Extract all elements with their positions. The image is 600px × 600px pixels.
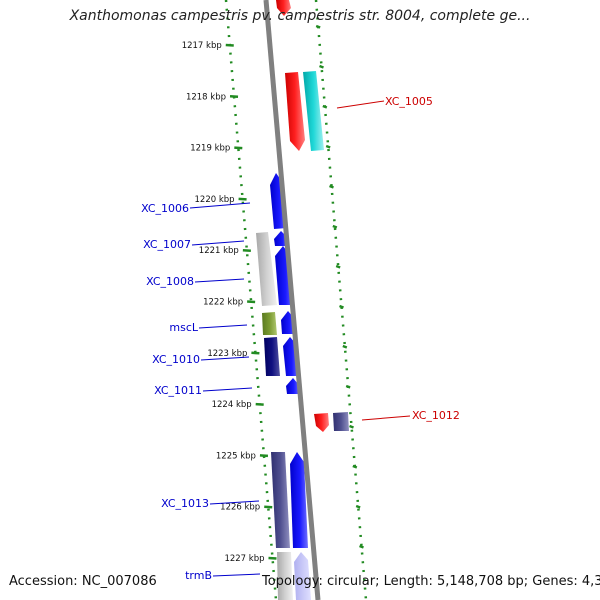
- gene-trmb: [294, 552, 311, 600]
- gene-features: [256, 0, 349, 600]
- gene-label[interactable]: XC_1008: [146, 275, 194, 288]
- ring-major-dash: [325, 144, 331, 149]
- tick-mark: [268, 556, 277, 560]
- tick-mark: [242, 248, 251, 252]
- right-dotted-ring: [314, 0, 368, 600]
- ring-major-dash: [352, 464, 358, 469]
- gene-label[interactable]: XC_1007: [143, 238, 191, 251]
- tick-label: 1219 kbp: [190, 144, 230, 154]
- gene-label[interactable]: trmB: [185, 569, 212, 582]
- gene-xc1012: [333, 412, 349, 431]
- tick-label: 1218 kbp: [186, 92, 226, 102]
- ring-major-dash: [319, 64, 324, 69]
- outer-dotted-rings: [224, 0, 368, 600]
- ring-major-dash: [342, 344, 348, 349]
- gene-label[interactable]: mscL: [169, 321, 198, 334]
- tick-label: 1226 kbp: [220, 503, 260, 513]
- summary-text: Topology: circular; Length: 5,148,708 bp…: [262, 574, 600, 589]
- ring-major-dash: [339, 304, 344, 309]
- tick-mark: [238, 197, 247, 201]
- gene-mscl-olive: [262, 312, 277, 335]
- tick-label: 1223 kbp: [207, 349, 247, 359]
- gene-label-leader: [361, 415, 411, 421]
- gene-label-leader: [198, 324, 248, 329]
- gene-label-leader: [209, 500, 260, 505]
- ring-major-dash: [355, 504, 361, 509]
- tick-mark: [255, 402, 264, 406]
- tick-mark: [225, 43, 234, 47]
- genome-title: Xanthomonas campestris pv. campestris st…: [69, 8, 531, 24]
- gene-label[interactable]: XC_1006: [141, 202, 189, 215]
- gene-label-leader: [191, 240, 245, 246]
- tick-label: 1225 kbp: [216, 451, 256, 461]
- ring-major-dash: [332, 224, 338, 229]
- gene-label-leader: [194, 278, 245, 283]
- gene-label[interactable]: XC_1011: [154, 384, 202, 397]
- gene-xc1007-gray: [256, 232, 277, 306]
- ring-major-dash: [345, 384, 351, 389]
- tick-mark: [259, 454, 269, 458]
- ring-major-dash: [359, 544, 364, 549]
- left-dotted-ring: [224, 0, 278, 600]
- genome-backbone: [263, 0, 321, 600]
- tick-mark: [247, 300, 256, 304]
- gene-label-leader: [200, 356, 250, 361]
- gene-label-leader: [189, 202, 251, 209]
- gene-xc1005-right: [303, 71, 324, 151]
- tick-label: 1220 kbp: [195, 195, 235, 205]
- tick-mark: [264, 505, 273, 509]
- gene-xc1012-red: [314, 413, 329, 432]
- gene-label-leader: [336, 100, 385, 109]
- gene-label[interactable]: XC_1010: [152, 353, 200, 366]
- gene-xc1011: [286, 378, 300, 394]
- ring-major-dash: [329, 184, 334, 189]
- ring-major-dash: [335, 264, 341, 269]
- gene-label[interactable]: XC_1013: [161, 497, 209, 510]
- gene-xc1013: [290, 452, 308, 548]
- ring-major-dash: [322, 104, 328, 109]
- gene-label[interactable]: XC_1012: [412, 409, 460, 422]
- tick-label: 1221 kbp: [199, 246, 239, 256]
- gene-trmb-gray: [277, 552, 293, 600]
- gene-xc1005-left: [285, 72, 305, 151]
- kbp-ticks: 1217 kbp 1218 kbp 1219 kbp 1220 kbp 1221 kbp…: [182, 41, 277, 564]
- gene-xc1010-navy: [264, 337, 280, 376]
- gene-labels: XC_1005 XC_1006 XC_1007 XC_1008 mscL XC_1010 X…: [141, 95, 460, 582]
- tick-label: 1227 kbp: [224, 554, 264, 564]
- ring-major-dash: [315, 24, 321, 29]
- gene-xc1013-slate: [271, 452, 290, 548]
- gene-label-leader: [212, 573, 261, 577]
- tick-label: 1217 kbp: [182, 41, 222, 51]
- gene-top-red: [276, 0, 291, 16]
- tick-mark: [234, 146, 243, 150]
- accession-text: Accession: NC_007086: [9, 574, 157, 589]
- tick-mark: [229, 95, 239, 99]
- tick-label: 1222 kbp: [203, 298, 243, 308]
- tick-mark: [251, 351, 260, 355]
- gene-label[interactable]: XC_1005: [385, 95, 433, 108]
- tick-label: 1224 kbp: [212, 400, 252, 410]
- ring-major-dash: [349, 424, 354, 429]
- gene-label-leader: [202, 387, 253, 392]
